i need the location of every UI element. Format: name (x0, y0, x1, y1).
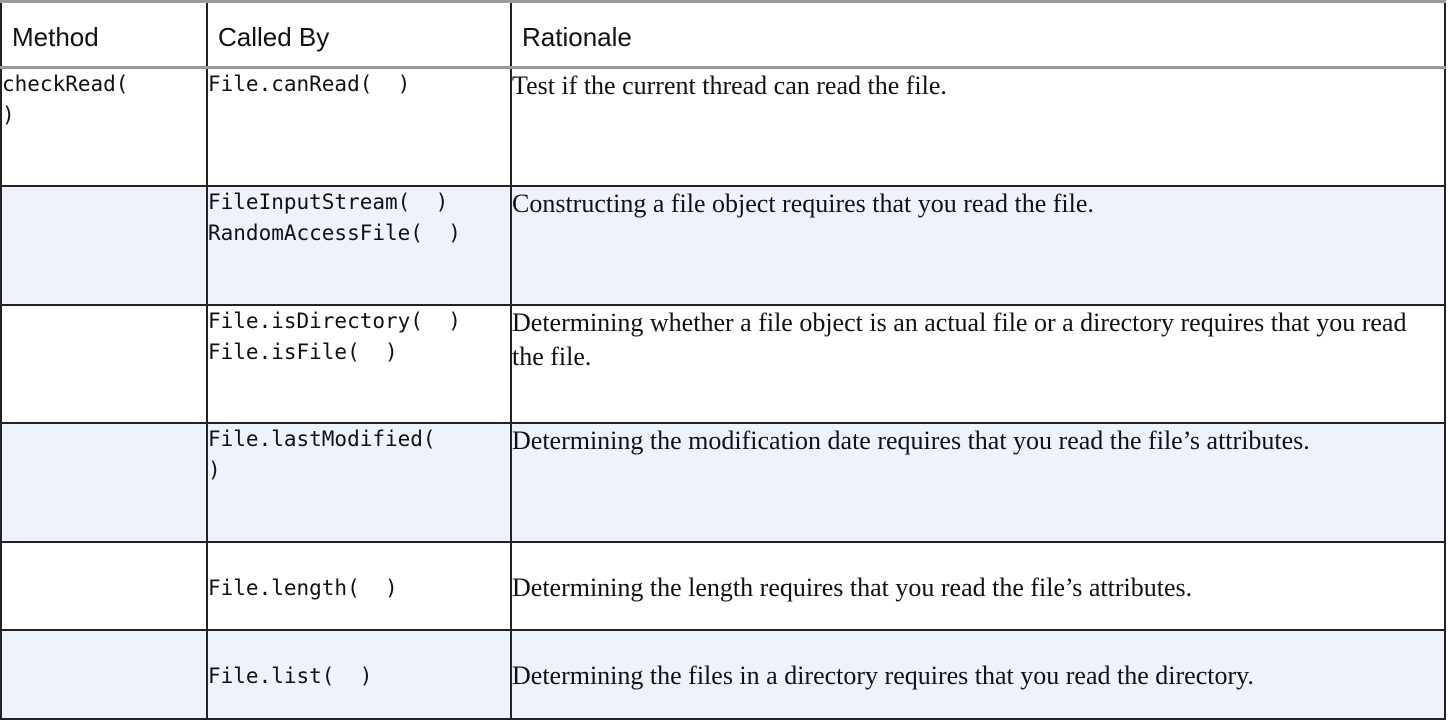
header-called-by: Called By (207, 1, 512, 69)
rationale-cell: Determining whether a file object is an … (511, 304, 1446, 425)
table-row: File.list( ) Determining the files in a … (1, 630, 1446, 720)
method-cell (1, 630, 208, 720)
called-by-cell: File.isDirectory( ) File.isFile( ) (207, 304, 512, 425)
method-cell (1, 186, 208, 306)
called-by-cell: FileInputStream( ) RandomAccessFile( ) (207, 186, 512, 306)
called-by-cell: File.list( ) (207, 630, 512, 720)
rationale-cell: Test if the current thread can read the … (511, 67, 1446, 188)
header-rationale: Rationale (511, 1, 1446, 69)
called-by-cell: File.length( ) (207, 542, 512, 632)
table-row: File.length( ) Determining the length re… (1, 542, 1446, 632)
rationale-cell: Determining the modification date requir… (511, 423, 1446, 543)
method-cell: checkRead( ) (1, 67, 208, 188)
rationale-cell: Constructing a file object requires that… (511, 186, 1446, 306)
table-row: checkRead( ) File.canRead( ) Test if the… (1, 67, 1446, 188)
method-cell (1, 423, 208, 543)
called-by-cell: File.lastModified( ) (207, 423, 512, 543)
table-row: File.isDirectory( ) File.isFile( ) Deter… (1, 304, 1446, 425)
header-row: Method Called By Rationale (1, 1, 1446, 69)
method-cell (1, 542, 208, 632)
header-method: Method (1, 1, 208, 69)
called-by-cell: File.canRead( ) (207, 67, 512, 188)
method-cell (1, 304, 208, 425)
rationale-cell: Determining the length requires that you… (511, 542, 1446, 632)
table-row: File.lastModified( ) Determining the mod… (1, 423, 1446, 543)
table-row: FileInputStream( ) RandomAccessFile( ) C… (1, 186, 1446, 306)
rationale-cell: Determining the files in a directory req… (511, 630, 1446, 720)
